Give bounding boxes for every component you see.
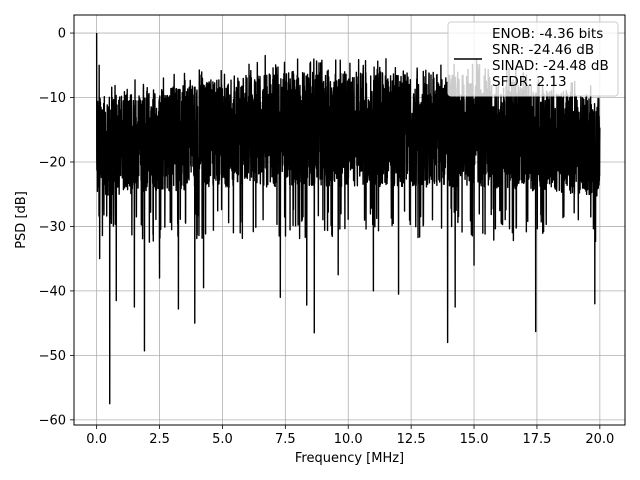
- y-tick-label: −60: [39, 413, 66, 428]
- legend: ENOB: -4.36 bits SNR: -24.46 dB SINAD: -…: [447, 21, 619, 97]
- legend-box: [447, 21, 619, 97]
- legend-entry-line-3: SINAD: -24.48 dB: [492, 58, 609, 74]
- x-tick-label: 15.0: [460, 432, 489, 447]
- plot-area: [95, 33, 601, 405]
- y-tick-label: −20: [39, 155, 66, 170]
- x-tick-label: 12.5: [397, 432, 426, 447]
- plot-frame: [73, 14, 626, 426]
- legend-entry-line-1: ENOB: -4.36 bits: [492, 26, 603, 42]
- legend-entry-line-2: SNR: -24.46 dB: [492, 42, 594, 58]
- y-tick-label: 0: [58, 27, 66, 42]
- y-tick-label: −10: [39, 91, 66, 106]
- x-tick-label: 5.0: [212, 432, 233, 447]
- psd-series-line: [95, 33, 601, 405]
- y-tick-label: −50: [39, 349, 66, 364]
- y-tick-label: −40: [39, 284, 66, 299]
- y-tick-label: −30: [39, 220, 66, 235]
- x-tick-label: 10.0: [334, 432, 363, 447]
- y-axis: 0 −10 −20 −30 −40 −50 −60: [39, 27, 74, 428]
- legend-entry-line-4: SFDR: 2.13: [492, 74, 567, 90]
- x-tick-label: 0.0: [86, 432, 107, 447]
- x-axis: 0.0 2.5 5.0 7.5 10.0 12.5 15.0 17.5 20.0: [86, 425, 614, 447]
- x-tick-label: 17.5: [522, 432, 551, 447]
- x-tick-label: 7.5: [275, 432, 296, 447]
- x-axis-label: Frequency [MHz]: [295, 451, 404, 466]
- x-tick-label: 20.0: [585, 432, 614, 447]
- x-tick-label: 2.5: [149, 432, 170, 447]
- y-axis-label: PSD [dB]: [14, 191, 29, 249]
